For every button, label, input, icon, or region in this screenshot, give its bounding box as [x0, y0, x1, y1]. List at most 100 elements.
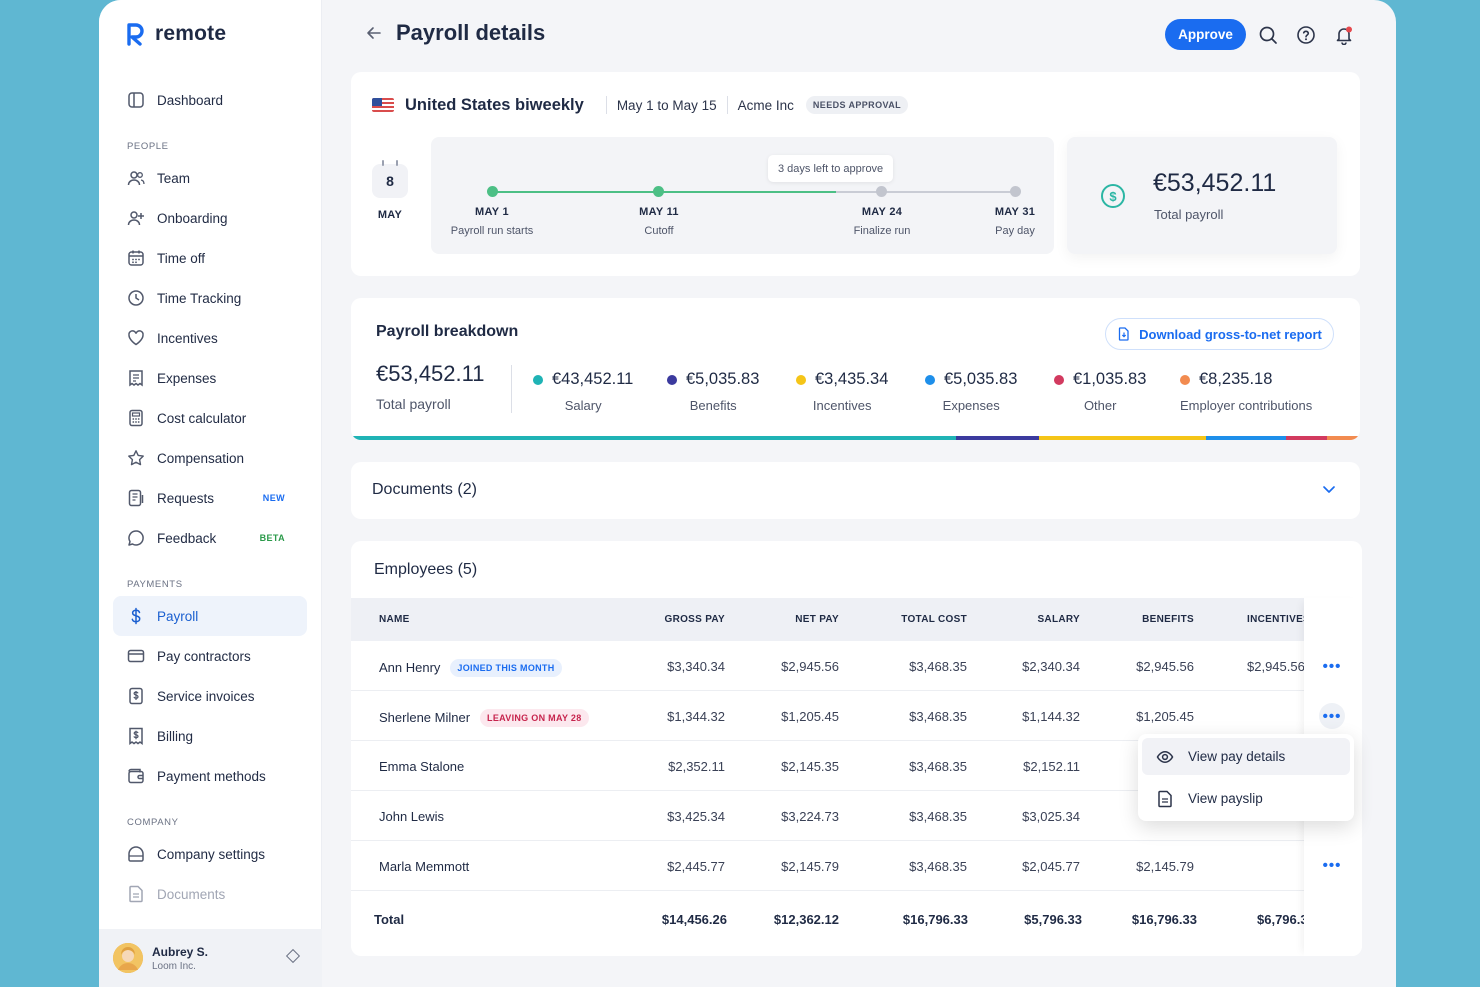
- benefits-cell: $2,945.56: [1136, 659, 1194, 674]
- view-pay-details-item[interactable]: View pay details: [1142, 738, 1350, 775]
- user-profile[interactable]: Aubrey S. Loom Inc.: [99, 929, 322, 987]
- app-window: remote Dashboard PEOPLE Team Onboarding …: [99, 0, 1396, 987]
- row-actions-menu-icon[interactable]: •••: [1322, 657, 1342, 675]
- sidebar-item-compensation[interactable]: Compensation: [113, 438, 307, 478]
- gross-pay-cell: $2,445.77: [667, 859, 725, 874]
- sidebar-item-feedback[interactable]: Feedback BETA: [113, 518, 307, 558]
- documents-title: Documents (2): [372, 481, 477, 498]
- employee-name-cell: John Lewis: [379, 809, 444, 824]
- sidebar-item-billing[interactable]: Billing: [113, 716, 307, 756]
- milestone-desc: Pay day: [995, 225, 1035, 237]
- sidebar-item-service-invoices[interactable]: Service invoices: [113, 676, 307, 716]
- total-gross-pay: $14,456.26: [661, 912, 727, 927]
- sidebar-item-dashboard[interactable]: Dashboard: [113, 80, 307, 120]
- sidebar-item-time-off[interactable]: Time off: [113, 238, 307, 278]
- column-header-total-cost[interactable]: TOTAL COST: [901, 614, 967, 625]
- row-actions-menu-icon[interactable]: •••: [1319, 703, 1345, 729]
- download-report-button[interactable]: Download gross-to-net report: [1105, 318, 1334, 350]
- legend-dot: [925, 374, 935, 385]
- table-row[interactable]: Sherlene Milner LEAVING ON MAY 28 $1,344.…: [351, 691, 1362, 741]
- sidebar-item-label: Billing: [157, 728, 194, 744]
- payroll-breakdown-card: Payroll breakdown Download gross-to-net …: [351, 298, 1360, 440]
- table-row[interactable]: Ann Henry JOINED THIS MONTH $3,340.34 $2,…: [351, 641, 1362, 691]
- salary-cell: $2,340.34: [1022, 659, 1080, 674]
- receipt-icon: [127, 369, 145, 387]
- table-row[interactable]: Marla Memmott $2,445.77 $2,145.79 $3,468…: [351, 841, 1362, 891]
- sidebar-item-label: Documents: [157, 886, 226, 902]
- leaving-badge: LEAVING ON MAY 28: [480, 709, 589, 727]
- calendar-month: MAY: [377, 209, 403, 221]
- sidebar-item-expenses[interactable]: Expenses: [113, 358, 307, 398]
- sidebar-item-time-tracking[interactable]: Time Tracking: [113, 278, 307, 318]
- sidebar-item-team[interactable]: Team: [113, 158, 307, 198]
- sidebar-item-payroll[interactable]: Payroll: [113, 596, 307, 636]
- breakdown-stacked-bar: [351, 436, 1360, 440]
- invoice-icon: [127, 687, 145, 705]
- column-header-name[interactable]: NAME: [379, 614, 410, 625]
- gross-pay-cell: $1,344.32: [667, 709, 725, 724]
- row-context-menu: View pay details View payslip: [1138, 734, 1354, 821]
- search-icon[interactable]: [1257, 24, 1279, 46]
- sidebar-item-company-settings[interactable]: Company settings: [113, 834, 307, 874]
- documents-accordion[interactable]: Documents (2): [351, 462, 1360, 519]
- sidebar-item-label: Onboarding: [157, 210, 228, 226]
- sidebar-item-cost-calculator[interactable]: Cost calculator: [113, 398, 307, 438]
- sidebar-item-label: Payroll: [157, 608, 199, 624]
- row-actions-menu-icon[interactable]: •••: [1322, 856, 1342, 874]
- column-header-incentives[interactable]: INCENTIVES: [1247, 614, 1311, 625]
- sidebar-item-payment-methods[interactable]: Payment methods: [113, 756, 307, 796]
- view-payslip-item[interactable]: View payslip: [1142, 780, 1350, 817]
- employee-name: Emma Stalone: [379, 759, 465, 774]
- sidebar-item-onboarding[interactable]: Onboarding: [113, 198, 307, 238]
- calendar-day: 8: [372, 160, 408, 198]
- bar-segment-expenses: [1205, 436, 1287, 440]
- run-company: Acme Inc: [737, 97, 794, 113]
- sidebar-item-pay-contractors[interactable]: Pay contractors: [113, 636, 307, 676]
- user-plus-icon: [127, 209, 145, 227]
- table-row[interactable]: Emma Stalone $2,352.11 $2,145.35 $3,468.…: [351, 741, 1362, 791]
- breakdown-benefits: €5,035.83 Benefits: [667, 370, 759, 413]
- bar-segment-incentives: [1039, 436, 1206, 440]
- sidebar-item-documents[interactable]: Documents: [113, 874, 307, 914]
- section-label-people: PEOPLE: [127, 141, 169, 152]
- calendar-icon: [127, 249, 145, 267]
- sidebar-item-requests[interactable]: Requests NEW: [113, 478, 307, 518]
- milestone-dot: [1010, 186, 1021, 197]
- column-header-salary[interactable]: SALARY: [1037, 614, 1080, 625]
- total-incentives: $6,796.3: [1257, 912, 1308, 927]
- legend-dot: [1054, 374, 1064, 385]
- table-row[interactable]: John Lewis $3,425.34 $3,224.73 $3,468.35…: [351, 791, 1362, 841]
- logo[interactable]: remote: [125, 22, 226, 46]
- table-total-row: Total $14,456.26 $12,362.12 $16,796.33 $…: [351, 894, 1362, 944]
- column-header-benefits[interactable]: BENEFITS: [1142, 614, 1194, 625]
- employee-name: Sherlene Milner: [379, 710, 471, 725]
- milestone-pay-day: MAY 31 Pay day: [955, 206, 1075, 237]
- salary-cell: $1,144.32: [1022, 709, 1080, 724]
- notification-bell-icon[interactable]: [1333, 24, 1355, 46]
- download-report-label: Download gross-to-net report: [1139, 326, 1322, 342]
- back-arrow-icon[interactable]: [366, 25, 382, 46]
- sidebar-item-label: Requests: [157, 490, 215, 506]
- column-header-net-pay[interactable]: NET PAY: [795, 614, 839, 625]
- sidebar-item-label: Compensation: [157, 450, 245, 466]
- account-switcher-icon[interactable]: [285, 948, 301, 964]
- remote-logo-icon: [127, 23, 144, 46]
- chevron-down-icon[interactable]: [1322, 482, 1336, 499]
- milestone-finalize: MAY 24 Finalize run: [822, 206, 942, 237]
- page-title: Payroll details: [396, 20, 546, 45]
- employee-name: Marla Memmott: [379, 859, 470, 874]
- approve-button[interactable]: Approve: [1165, 19, 1246, 50]
- total-cost-cell: $3,468.35: [909, 659, 967, 674]
- column-header-gross-pay[interactable]: GROSS PAY: [664, 614, 725, 625]
- sidebar-item-incentives[interactable]: Incentives: [113, 318, 307, 358]
- milestone-cutoff: MAY 11 Cutoff: [599, 206, 719, 237]
- gross-pay-cell: $2,352.11: [668, 759, 725, 774]
- milestone-date: MAY 1: [475, 206, 509, 218]
- total-label: Total: [374, 912, 405, 927]
- milestone-desc: Cutoff: [644, 225, 674, 237]
- milestone-date: MAY 11: [639, 206, 679, 218]
- page-header: Payroll details Approve: [322, 0, 1396, 70]
- joined-badge: JOINED THIS MONTH: [450, 659, 562, 677]
- help-icon[interactable]: [1295, 24, 1317, 46]
- total-benefits: $16,796.33: [1131, 912, 1197, 927]
